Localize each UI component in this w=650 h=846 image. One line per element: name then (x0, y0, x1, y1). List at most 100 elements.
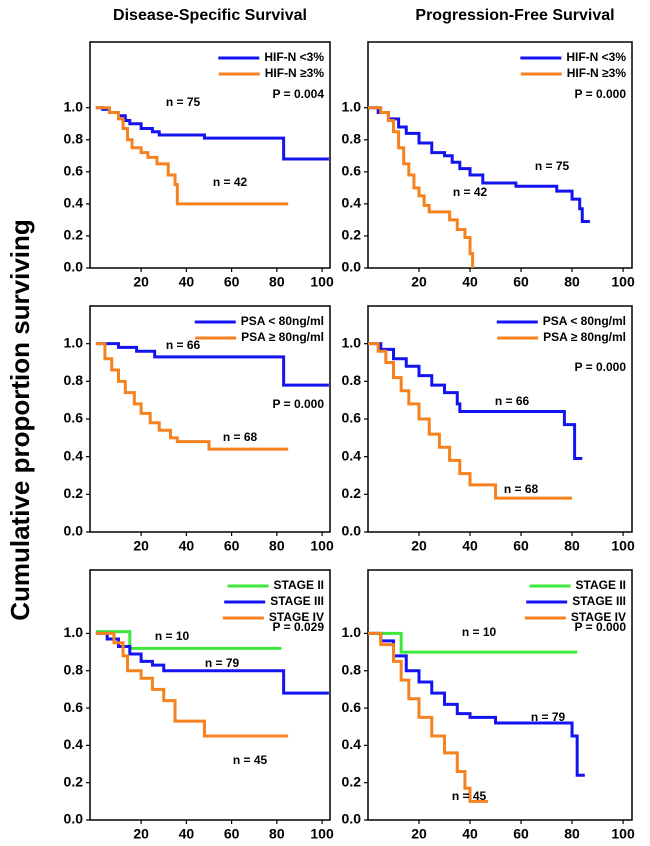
legend-label: HIF-N <3% (264, 50, 324, 64)
annotation: n = 45 (233, 753, 268, 767)
annotation: n = 66 (495, 394, 530, 408)
legend-label: STAGE II (274, 578, 324, 592)
legend-label: HIF-N <3% (566, 50, 626, 64)
y-tick-label: 0.8 (64, 661, 84, 677)
y-tick-label: 0.8 (342, 130, 362, 146)
survival-curve (95, 106, 289, 206)
y-tick-label: 1.0 (64, 98, 84, 114)
x-tick-label: 40 (179, 826, 195, 842)
y-tick-label: 0.0 (342, 523, 362, 539)
x-tick-label: 80 (564, 538, 580, 554)
y-tick-label: 0.2 (64, 485, 84, 501)
x-tick-label: 40 (462, 826, 478, 842)
legend-label: PSA ≥ 80ng/ml (241, 330, 324, 344)
p-value: P = 0.000 (575, 360, 627, 374)
p-value: P = 0.000 (575, 87, 627, 101)
survival-curve (95, 342, 289, 451)
legend-label: STAGE IV (269, 610, 324, 624)
x-tick-label: 80 (269, 538, 285, 554)
y-tick-label: 0.0 (64, 811, 84, 827)
legend-label: HIF-N ≥3% (265, 66, 325, 80)
x-tick-label: 60 (224, 538, 240, 554)
x-tick-label: 100 (310, 274, 334, 290)
annotation: n = 10 (462, 625, 497, 639)
x-tick-label: 20 (411, 538, 427, 554)
x-tick-label: 60 (224, 274, 240, 290)
annotation: n = 75 (535, 159, 570, 173)
x-tick-label: 80 (269, 274, 285, 290)
annotation: n = 10 (155, 629, 190, 643)
column-title: Disease-Specific Survival (113, 7, 307, 24)
annotation: n = 75 (166, 95, 201, 109)
survival-curve (95, 630, 282, 650)
y-tick-label: 0.8 (64, 130, 84, 146)
y-tick-label: 0.6 (342, 163, 362, 179)
annotation: n = 68 (223, 430, 258, 444)
legend-label: PSA < 80ng/ml (241, 314, 324, 328)
y-tick-label: 0.8 (64, 372, 84, 388)
y-tick-label: 0.6 (64, 410, 84, 426)
survival-curve (368, 631, 585, 777)
legend-label: HIF-N ≥3% (567, 66, 627, 80)
y-tick-label: 0.8 (342, 661, 362, 677)
y-tick-label: 0.0 (64, 523, 84, 539)
x-tick-label: 100 (310, 826, 334, 842)
legend-label: PSA ≥ 80ng/ml (543, 330, 626, 344)
legend-label: PSA < 80ng/ml (543, 314, 626, 328)
y-axis-label: Cumulative proportion surviving (5, 219, 35, 621)
annotation: n = 45 (452, 789, 487, 803)
x-tick-label: 100 (310, 538, 334, 554)
plot-frame (89, 41, 331, 269)
plot-frame (367, 569, 633, 821)
x-tick-label: 100 (611, 826, 635, 842)
x-tick-label: 60 (224, 826, 240, 842)
annotation: n = 68 (504, 482, 539, 496)
y-tick-label: 0.4 (64, 447, 84, 463)
y-tick-label: 0.0 (64, 259, 84, 275)
legend-label: STAGE III (572, 594, 626, 608)
x-tick-label: 80 (269, 826, 285, 842)
y-tick-label: 0.4 (342, 195, 362, 211)
survival-curve (368, 342, 573, 500)
p-value: P = 0.029 (273, 620, 325, 634)
y-tick-label: 0.2 (64, 773, 84, 789)
survival-curve (95, 342, 329, 387)
survival-curve (368, 342, 583, 461)
x-tick-label: 100 (611, 274, 635, 290)
x-tick-label: 60 (513, 826, 529, 842)
y-tick-label: 0.0 (342, 259, 362, 275)
y-tick-label: 1.0 (342, 334, 362, 350)
survival-curve (95, 106, 329, 161)
annotation: n = 79 (531, 710, 566, 724)
y-tick-label: 0.2 (64, 227, 84, 243)
y-tick-label: 0.2 (342, 485, 362, 501)
legend-label: STAGE IV (571, 610, 626, 624)
survival-curve (368, 106, 590, 224)
annotation: n = 42 (453, 185, 488, 199)
x-tick-label: 60 (513, 538, 529, 554)
y-tick-label: 1.0 (64, 624, 84, 640)
y-tick-label: 0.6 (342, 410, 362, 426)
y-tick-label: 0.0 (342, 811, 362, 827)
survival-curve (368, 631, 578, 654)
survival-curve (368, 631, 488, 803)
x-tick-label: 40 (179, 538, 195, 554)
x-tick-label: 80 (564, 826, 580, 842)
y-tick-label: 0.8 (342, 372, 362, 388)
y-tick-label: 0.6 (64, 163, 84, 179)
y-tick-label: 0.4 (64, 736, 84, 752)
legend-label: STAGE III (270, 594, 324, 608)
y-tick-label: 1.0 (342, 624, 362, 640)
x-tick-label: 20 (133, 826, 149, 842)
annotation: n = 66 (166, 338, 201, 352)
y-tick-label: 0.4 (64, 195, 84, 211)
annotation: n = 79 (205, 656, 240, 670)
p-value: P = 0.000 (273, 397, 325, 411)
y-tick-label: 0.4 (342, 736, 362, 752)
y-tick-label: 1.0 (342, 98, 362, 114)
x-tick-label: 100 (611, 538, 635, 554)
survival-curve (368, 106, 475, 268)
x-tick-label: 20 (133, 274, 149, 290)
